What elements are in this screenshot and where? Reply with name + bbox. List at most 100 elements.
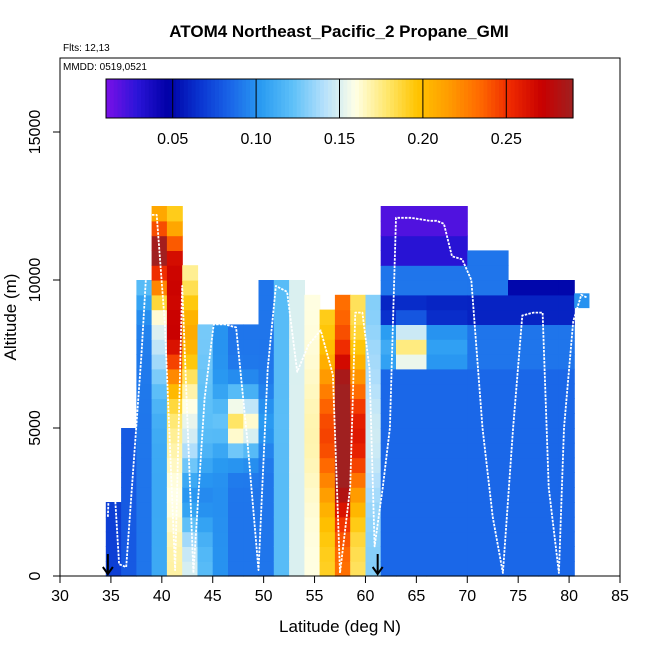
colorbar-segment (214, 79, 220, 118)
heatmap-cell (197, 413, 214, 429)
heatmap-cell (166, 368, 183, 385)
heatmap-cell (136, 442, 153, 459)
heatmap-cell (228, 457, 244, 473)
heatmap-cell (467, 294, 509, 311)
heatmap-cell (467, 487, 509, 503)
colorbar-segment (471, 79, 477, 118)
heatmap-cell (166, 383, 183, 399)
colorbar-segment (405, 79, 411, 118)
heatmap-cell (289, 546, 305, 562)
heatmap-cell (508, 383, 540, 399)
heatmap-cell (467, 324, 509, 340)
x-tick-label: 50 (255, 588, 273, 605)
heatmap-cell (166, 413, 183, 429)
heatmap-cell (243, 457, 260, 473)
colorbar-segment (168, 79, 173, 118)
colorbar-segment (285, 79, 290, 118)
heatmap-cell (151, 413, 168, 429)
colorbar-segment (429, 79, 434, 118)
colorbar-segment (312, 79, 317, 118)
heatmap-cell (166, 516, 183, 533)
heatmap-cell (105, 502, 122, 518)
colorbar-segment (172, 79, 177, 118)
heatmap-cell (151, 428, 168, 444)
heatmap-cell (258, 546, 275, 562)
heatmap-cell (396, 235, 428, 251)
heatmap-cell (273, 324, 290, 340)
heatmap-cell (121, 487, 137, 503)
heatmap-cell (243, 502, 260, 518)
heatmap-cell (426, 220, 468, 237)
heatmap-cell (558, 368, 575, 385)
heatmap-cell (426, 428, 468, 444)
heatmap-cell (380, 220, 397, 237)
colorbar-segment (541, 79, 547, 118)
heatmap-cell (151, 516, 168, 533)
heatmap-cell (182, 339, 199, 355)
heatmap-cell (258, 561, 275, 577)
heatmap-cell (350, 294, 367, 311)
heatmap-cell (508, 561, 540, 577)
heatmap-cell (151, 265, 168, 281)
heatmap-cell (396, 324, 428, 340)
heatmap-cell (334, 368, 351, 385)
heatmap-cell (558, 442, 575, 459)
heatmap-cell (304, 368, 321, 385)
colorbar-segment (179, 79, 185, 118)
heatmap-cell (151, 472, 168, 488)
heatmap-cell (304, 561, 321, 577)
heatmap-cell (151, 339, 168, 355)
colorbar-segment (234, 79, 239, 118)
colorbar-segment (335, 79, 341, 118)
colorbar-segment (121, 79, 127, 118)
heatmap-cell (228, 442, 244, 459)
colorbar-segment (510, 79, 516, 118)
heatmap-cell (396, 265, 428, 281)
heatmap-cell (396, 487, 428, 503)
heatmap-cell (538, 502, 560, 518)
heatmap-cell (334, 383, 351, 399)
heatmap-cell (558, 502, 575, 518)
colorbar-segment (355, 79, 360, 118)
x-tick-label: 55 (306, 588, 324, 605)
heatmap-cell (182, 324, 199, 340)
heatmap-cell (304, 294, 321, 311)
heatmap-cell (166, 250, 183, 266)
heatmap-cell (558, 457, 575, 473)
heatmap-cell (228, 413, 244, 429)
heatmap-cell (467, 428, 509, 444)
colorbar-segment (277, 79, 282, 118)
colorbar-segment (183, 79, 189, 118)
heatmap-cell (182, 428, 199, 444)
heatmap-cell (508, 413, 540, 429)
colorbar-tick-label: 0.05 (157, 131, 188, 148)
heatmap-cell (151, 206, 168, 222)
colorbar-segment (390, 79, 395, 118)
heatmap-cell (426, 206, 468, 222)
heatmap-cell (304, 339, 321, 355)
colorbar-segment (565, 79, 570, 118)
colorbar-segment (125, 79, 130, 118)
heatmap-cell (212, 516, 229, 533)
heatmap-cell (467, 250, 509, 266)
colorbar-segment (109, 79, 115, 118)
heatmap-cell (273, 398, 290, 414)
heatmap-cell (508, 354, 540, 370)
flight-track (107, 213, 588, 574)
heatmap-cell (228, 472, 244, 488)
colorbar-segment (436, 79, 442, 118)
heatmap-cell (350, 339, 367, 355)
heatmap-cell (136, 413, 153, 429)
flight-markers (102, 554, 384, 576)
heatmap-cell (334, 457, 351, 473)
heatmap-cell (136, 487, 153, 503)
heatmap-cell (365, 339, 382, 355)
heatmap-cell (350, 487, 367, 503)
heatmap-cell (396, 294, 428, 311)
x-tick-label: 70 (458, 588, 476, 605)
colorbar-segment (432, 79, 438, 118)
heatmap-cell (319, 472, 336, 488)
heatmap-cell (243, 442, 260, 459)
heatmap-cell (228, 324, 244, 340)
